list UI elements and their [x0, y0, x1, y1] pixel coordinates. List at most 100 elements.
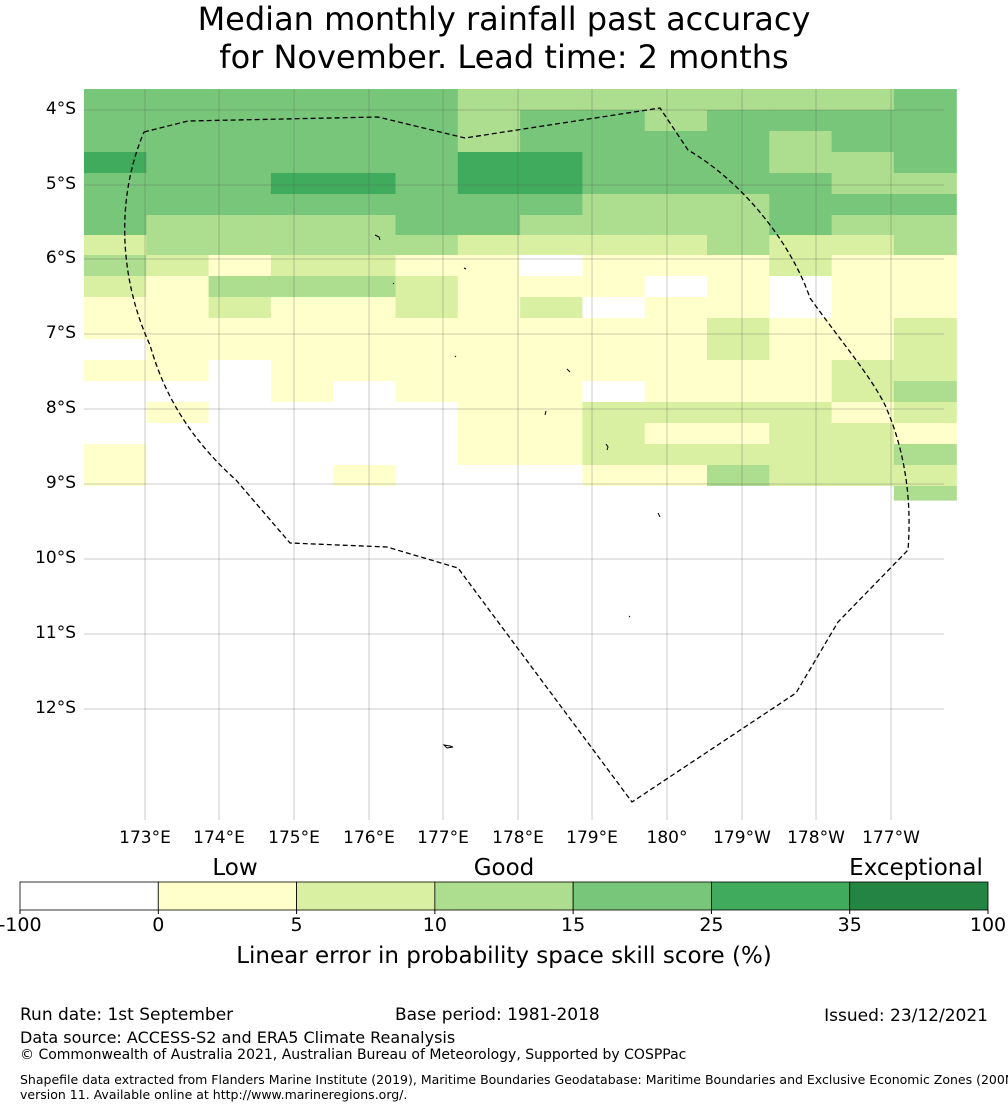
colorbar — [19, 881, 989, 914]
grid-cell — [520, 276, 583, 298]
grid-cell — [831, 89, 895, 111]
grid-cell — [146, 339, 210, 361]
grid-cell — [146, 110, 210, 132]
grid-cell — [769, 318, 833, 340]
grid-cell — [769, 173, 833, 195]
grid-cell — [395, 423, 459, 445]
grid-cell — [769, 194, 833, 216]
grid-cell — [893, 297, 957, 319]
eez-boundary-line — [124, 107, 910, 803]
grid-cell — [520, 194, 583, 216]
grid-cell — [270, 235, 334, 256]
grid-cell — [395, 173, 459, 195]
data-source: Data source: ACCESS-S2 and ERA5 Climate … — [20, 1028, 456, 1047]
grid-cell — [644, 194, 708, 216]
grid-cell — [208, 131, 272, 153]
grid-cell — [333, 194, 397, 216]
grid-cell — [270, 255, 334, 277]
grid-cell — [831, 131, 895, 153]
grid-cell — [520, 423, 583, 445]
grid-cell — [457, 255, 521, 277]
grid-cell — [208, 276, 272, 298]
shapefile-credit-line-1: Shapefile data extracted from Flanders M… — [20, 1072, 1008, 1087]
island-outline — [454, 355, 457, 358]
island-outline — [657, 512, 661, 518]
grid-cell — [146, 486, 210, 501]
grid-cell — [333, 131, 397, 153]
grid-cell — [707, 215, 770, 236]
grid-cell — [457, 297, 521, 319]
grid-cell — [520, 89, 583, 111]
grid-cell — [644, 276, 708, 298]
grid-cell — [644, 297, 708, 319]
grid-cell — [333, 318, 397, 340]
longitude-label: 180° — [646, 828, 688, 848]
grid-cell — [395, 110, 459, 132]
grid-cell — [208, 215, 272, 236]
latitude-label: 6°S — [45, 248, 76, 268]
grid-cell — [582, 297, 646, 319]
island-outline — [392, 282, 395, 285]
grid-cell — [146, 381, 210, 403]
longitude-label: 179°E — [566, 828, 618, 848]
colorbar-segment — [19, 881, 159, 911]
grid-cell — [831, 173, 895, 195]
grid-cell — [831, 402, 895, 424]
grid-cell — [644, 465, 708, 487]
grid-cell — [146, 194, 210, 216]
grid-cell — [395, 194, 459, 216]
grid-cell — [893, 276, 957, 298]
grid-cell — [831, 276, 895, 298]
category-exceptional: Exceptional — [849, 855, 983, 881]
latitude-label: 12°S — [35, 698, 76, 718]
grid-cell — [84, 297, 147, 319]
grid-cell — [208, 381, 272, 403]
base-period: Base period: 1981-2018 — [395, 1005, 600, 1025]
grid-cell — [893, 173, 957, 195]
grid-cell — [457, 402, 521, 424]
grid-cell — [395, 89, 459, 111]
grid-cell — [270, 173, 334, 195]
grid-cell — [707, 465, 770, 487]
latitude-label: 5°S — [45, 174, 76, 194]
grid-cell — [146, 423, 210, 445]
grid-cell — [769, 381, 833, 403]
grid-cell — [520, 173, 583, 195]
grid-cell — [208, 297, 272, 319]
grid-cell — [395, 297, 459, 319]
grid-cell — [769, 276, 833, 298]
grid-cell — [208, 444, 272, 466]
grid-cell — [270, 89, 334, 111]
longitude-label: 178°E — [492, 828, 544, 848]
grid-cell — [707, 89, 770, 111]
grid-cell — [395, 381, 459, 403]
grid-cell — [146, 235, 210, 256]
grid-cell — [520, 297, 583, 319]
latitude-label: 8°S — [45, 398, 76, 418]
latitude-label: 4°S — [45, 99, 76, 119]
grid-cell — [208, 194, 272, 216]
grid-cell — [270, 276, 334, 298]
grid-cell — [270, 360, 334, 382]
grid-cell — [395, 360, 459, 382]
grid-cell — [893, 381, 957, 403]
grid-cell — [893, 339, 957, 361]
colorbar-title: Linear error in probability space skill … — [236, 943, 772, 969]
longitude-label: 173°E — [119, 828, 171, 848]
grid-cell — [457, 339, 521, 361]
grid-cell — [644, 215, 708, 236]
grid-cell — [893, 110, 957, 132]
grid-cell — [707, 255, 770, 277]
grid-cell — [457, 318, 521, 340]
grid-cell — [520, 465, 583, 487]
grid-cell — [333, 215, 397, 236]
grid-cell — [582, 339, 646, 361]
grid-cell — [769, 235, 833, 256]
grid-cell — [831, 194, 895, 216]
run-date: Run date: 1st September — [20, 1005, 234, 1025]
grid-cell — [84, 339, 147, 361]
grid-cell — [893, 255, 957, 277]
island-outline — [566, 368, 571, 373]
grid-cell — [893, 423, 957, 445]
grid-cell — [84, 194, 147, 216]
